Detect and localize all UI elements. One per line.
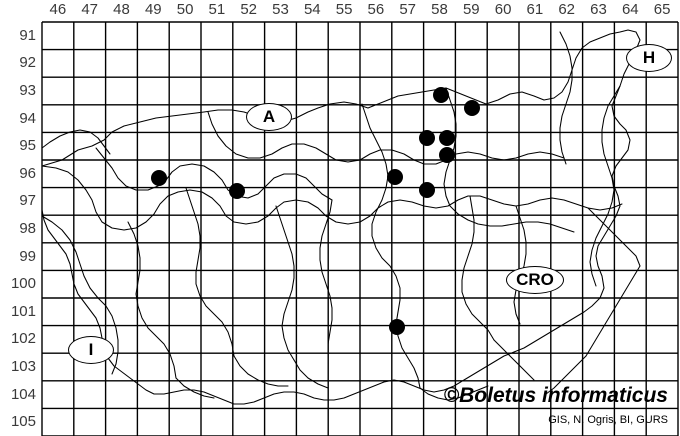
row-label-102: 102 (10, 330, 36, 348)
column-label-52: 52 (240, 1, 258, 18)
column-label-62: 62 (558, 1, 576, 18)
column-label-54: 54 (303, 1, 321, 18)
occurrence-dot (387, 169, 403, 185)
occurrence-dot (389, 319, 405, 335)
row-label-95: 95 (19, 137, 36, 155)
country-label-austria: A (246, 103, 292, 131)
column-label-53: 53 (272, 1, 289, 18)
row-label-100: 100 (10, 275, 36, 293)
column-label-58: 58 (431, 1, 448, 18)
column-label-59: 59 (462, 1, 480, 18)
country-label-hungary: H (626, 44, 672, 72)
column-label-60: 60 (494, 1, 512, 18)
row-label-98: 98 (19, 220, 36, 237)
row-label-94: 94 (19, 109, 36, 127)
row-label-99: 99 (19, 247, 36, 265)
credit-label: GIS, N. Ogris, BI, GURS (548, 414, 668, 426)
column-label-57: 57 (399, 1, 417, 18)
occurrence-dot (439, 130, 455, 146)
occurrence-dot (433, 87, 449, 103)
occurrence-dot (229, 183, 245, 199)
occurrence-dot (419, 130, 435, 146)
row-label-105: 105 (10, 413, 36, 431)
row-label-101: 101 (10, 302, 36, 320)
column-label-56: 56 (367, 1, 385, 18)
occurrence-dot (419, 182, 435, 198)
row-label-91: 91 (19, 26, 36, 44)
column-label-48: 48 (113, 1, 130, 18)
column-label-65: 65 (653, 1, 671, 18)
column-label-46: 46 (49, 1, 67, 18)
column-label-64: 64 (621, 1, 639, 18)
column-label-61: 61 (526, 1, 544, 18)
occurrence-dot (151, 170, 167, 186)
occurrence-dot (464, 100, 480, 116)
country-label-italy: I (68, 336, 114, 364)
row-label-93: 93 (19, 82, 36, 99)
column-label-47: 47 (81, 1, 99, 18)
row-label-96: 96 (19, 164, 36, 182)
column-label-63: 63 (590, 1, 607, 18)
column-label-55: 55 (335, 1, 353, 18)
row-label-104: 104 (10, 385, 36, 403)
copyright-label: ©Boletus informaticus (443, 384, 668, 407)
occurrence-dot (439, 147, 455, 163)
row-label-92: 92 (19, 54, 36, 72)
column-label-50: 50 (176, 1, 194, 18)
row-label-103: 103 (10, 358, 36, 375)
column-label-49: 49 (144, 1, 162, 18)
column-label-51: 51 (208, 1, 226, 18)
row-label-97: 97 (19, 192, 36, 210)
country-label-croatia: CRO (506, 266, 564, 294)
